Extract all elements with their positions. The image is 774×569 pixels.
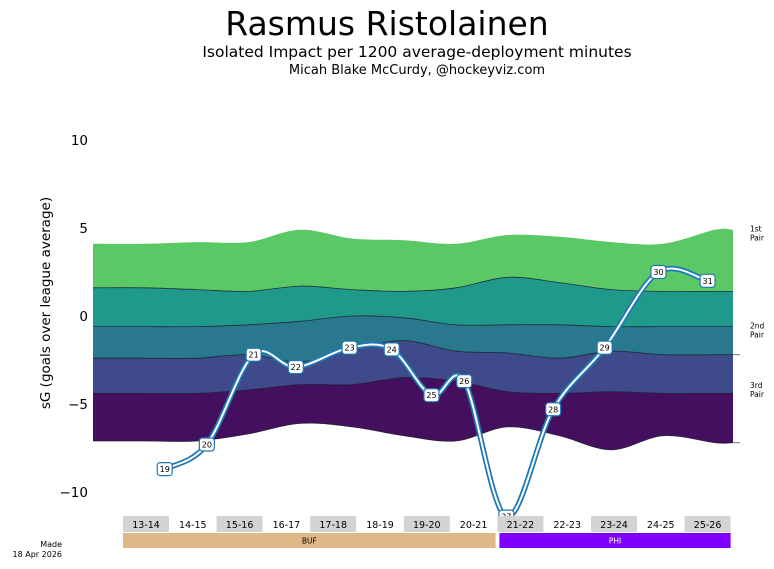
team-bar-buf <box>123 533 496 548</box>
y-tick-label: −5 <box>68 397 88 413</box>
y-axis-label: sG (goals over league average) <box>38 197 54 409</box>
band-2 <box>93 277 733 327</box>
pair-label-line: Pair <box>750 234 765 243</box>
data-point: 25 <box>423 388 440 403</box>
season-label: 17-18 <box>319 520 347 531</box>
y-tick-label: 10 <box>71 133 88 149</box>
chart-credit: Micah Blake McCurdy, @hockeyviz.com <box>288 63 546 78</box>
season-shade <box>684 516 731 532</box>
chart-subtitle: Isolated Impact per 1200 average-deploym… <box>202 43 632 61</box>
season-label: 25-26 <box>694 520 722 531</box>
data-point-marker <box>650 264 667 280</box>
data-point: 23 <box>341 340 358 355</box>
band-1 <box>93 228 733 292</box>
data-point: 20 <box>198 437 215 452</box>
band-boundary-1 <box>92 276 733 292</box>
data-point: 30 <box>650 264 667 280</box>
band-boundary-4 <box>93 377 733 395</box>
season-label: 13-14 <box>132 520 160 531</box>
data-point-marker <box>156 462 173 477</box>
data-point-label: 31 <box>703 277 713 286</box>
data-point: 21 <box>245 347 262 362</box>
band-5 <box>93 377 733 450</box>
chart-title: Rasmus Ristolainen <box>225 4 549 43</box>
season-label: 14-15 <box>179 520 207 531</box>
y-tick-label: −10 <box>60 485 89 501</box>
data-point-label: 23 <box>344 344 354 353</box>
pair-label-line: 3rd <box>750 381 763 390</box>
data-point-label: 25 <box>426 391 436 400</box>
deployment-bands <box>92 228 740 451</box>
data-point-marker <box>423 388 440 403</box>
season-label: 19-20 <box>413 520 441 531</box>
season-shade <box>591 516 637 532</box>
team-label: PHI <box>609 537 621 546</box>
season-shade <box>216 516 263 532</box>
data-point-marker <box>456 374 473 389</box>
season-label: 21-22 <box>507 520 535 531</box>
team-label: BUF <box>302 537 317 546</box>
season-label: 20-21 <box>460 520 488 531</box>
data-point-marker <box>198 437 215 452</box>
data-point: 31 <box>699 273 716 288</box>
data-point-marker <box>699 273 716 288</box>
y-tick-label: 5 <box>79 221 88 237</box>
data-point-marker <box>383 342 400 357</box>
pair-label-line: 1st <box>750 225 762 234</box>
data-point-label: 29 <box>600 344 610 353</box>
season-shade <box>123 516 169 532</box>
data-point: 19 <box>156 462 173 477</box>
data-point-label: 22 <box>291 363 301 372</box>
pair-label-line: Pair <box>750 390 765 399</box>
data-point: 22 <box>287 359 304 375</box>
data-point-marker <box>341 340 358 355</box>
data-point-label: 24 <box>387 345 397 354</box>
band-boundary-3 <box>93 340 733 363</box>
season-label: 22-23 <box>553 520 581 531</box>
pair-label-line: Pair <box>750 330 765 339</box>
season-label: 23-24 <box>600 520 628 531</box>
data-point-marker <box>545 402 562 417</box>
data-point-label: 30 <box>653 268 663 277</box>
data-point-marker <box>596 340 613 355</box>
y-axis: 10 5 0 −5 −10 sG (goals over league average) <box>38 133 88 501</box>
data-point-label: 21 <box>249 351 259 360</box>
team-bars: BUF PHI <box>123 533 731 548</box>
data-point-marker <box>245 347 262 362</box>
data-point: 28 <box>545 402 562 417</box>
band-boundary-2 <box>93 315 733 328</box>
season-shade <box>403 516 450 532</box>
data-point: 24 <box>383 342 400 357</box>
data-point-label: 20 <box>202 440 212 449</box>
pair-label-line: 2nd <box>750 321 765 330</box>
data-point: 29 <box>596 340 613 355</box>
data-point-label: 28 <box>548 405 558 414</box>
season-shade <box>497 516 544 532</box>
data-point-label: 19 <box>160 465 170 474</box>
season-label: 18-19 <box>366 520 394 531</box>
data-point-label: 26 <box>459 377 469 386</box>
made-date: Made 18 Apr 2026 <box>2 540 62 560</box>
data-point: 26 <box>456 374 473 389</box>
season-label: 24-25 <box>647 520 675 531</box>
y-tick-label: 0 <box>79 309 88 325</box>
made-date-value: 18 Apr 2026 <box>12 550 62 559</box>
impact-line: 19202122232425262728293031 <box>156 264 716 524</box>
season-label: 15-16 <box>226 520 254 531</box>
made-label: Made <box>40 540 62 549</box>
season-axis: 13-14 14-15 15-16 16-17 17-18 18-19 19-20 20-21… <box>123 516 731 532</box>
season-shade <box>310 516 357 532</box>
season-label: 16-17 <box>273 520 301 531</box>
data-point-marker <box>287 359 304 375</box>
team-bar-phi <box>499 533 731 548</box>
